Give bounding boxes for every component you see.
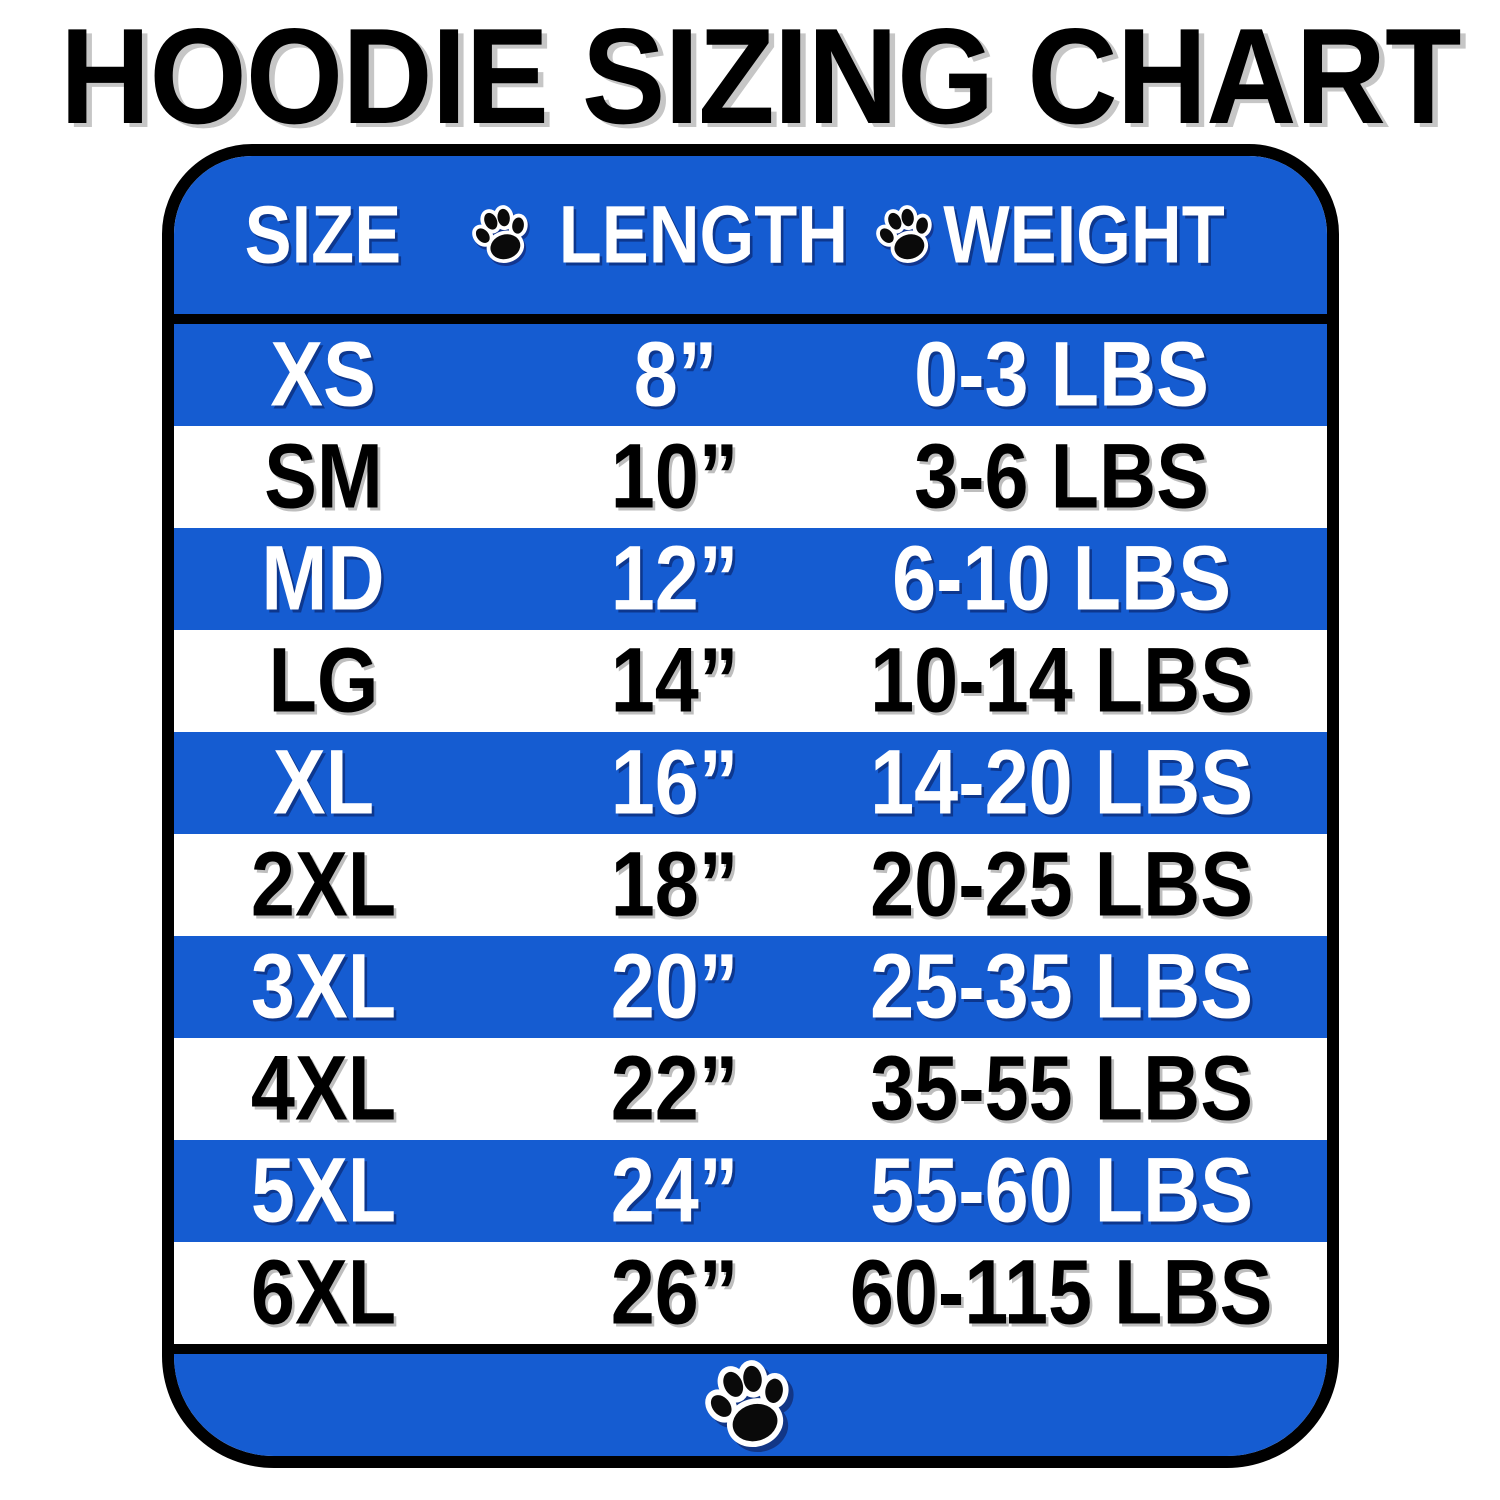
length-cell: 18” [611,834,739,936]
weight-cell: 14-20 LBS [869,732,1253,834]
weight-cell: 3-6 LBS [913,426,1209,528]
table-row: 5XL 24” 55-60 LBS [173,1140,1327,1242]
length-cell: 10” [611,426,739,528]
weight-cell: 0-3 LBS [913,324,1209,426]
table-row: XS 8” 0-3 LBS [173,324,1327,426]
table-row: 2XL 18” 20-25 LBS [173,834,1327,936]
size-cell: 4XL [250,1038,397,1140]
column-header-size: SIZE [245,189,402,280]
table-row: 3XL 20” 25-35 LBS [173,936,1327,1038]
table-row: 6XL 26” 60-115 LBS [173,1242,1327,1344]
paw-icon [874,202,938,268]
table-body: XS 8” 0-3 LBS SM 10” 3-6 LBS MD 12” 6-10… [173,324,1327,1344]
size-cell: 5XL [250,1140,397,1242]
size-cell: 2XL [250,834,397,936]
size-cell: XS [270,324,377,426]
sizing-chart-card: SIZE LENGTH WEIGHT XS 8” 0-3 LBS SM 10” … [161,144,1339,1468]
table-header-row: SIZE LENGTH WEIGHT [173,156,1327,314]
size-cell: XL [272,732,374,834]
size-cell: 6XL [250,1242,397,1344]
weight-cell: 6-10 LBS [891,528,1231,630]
weight-cell: 60-115 LBS [849,1242,1273,1344]
length-cell: 24” [611,1140,739,1242]
weight-cell: 35-55 LBS [869,1038,1253,1140]
length-cell: 20” [611,936,739,1038]
table-row: SM 10” 3-6 LBS [173,426,1327,528]
paw-icon [470,202,534,268]
size-cell: MD [261,528,385,630]
table-row: LG 14” 10-14 LBS [173,630,1327,732]
weight-cell: 20-25 LBS [869,834,1253,936]
length-cell: 16” [611,732,739,834]
length-cell: 26” [611,1242,739,1344]
length-cell: 22” [611,1038,739,1140]
length-cell: 14” [611,630,739,732]
page-title: HOODIE SIZING CHART [60,0,1461,152]
size-cell: LG [268,630,379,732]
header-divider [173,314,1327,324]
weight-cell: 25-35 LBS [869,936,1253,1038]
column-header-length: LENGTH [559,189,849,280]
footer-divider [173,1344,1327,1354]
size-cell: 3XL [250,936,397,1038]
table-row: 4XL 22” 35-55 LBS [173,1038,1327,1140]
length-cell: 12” [611,528,739,630]
table-row: XL 16” 14-20 LBS [173,732,1327,834]
size-cell: SM [263,426,383,528]
column-header-weight: WEIGHT [943,189,1226,280]
paw-icon [702,1357,798,1453]
table-row: MD 12” 6-10 LBS [173,528,1327,630]
length-cell: 8” [633,324,717,426]
weight-cell: 55-60 LBS [869,1140,1253,1242]
card-footer [173,1354,1327,1456]
weight-cell: 10-14 LBS [869,630,1253,732]
